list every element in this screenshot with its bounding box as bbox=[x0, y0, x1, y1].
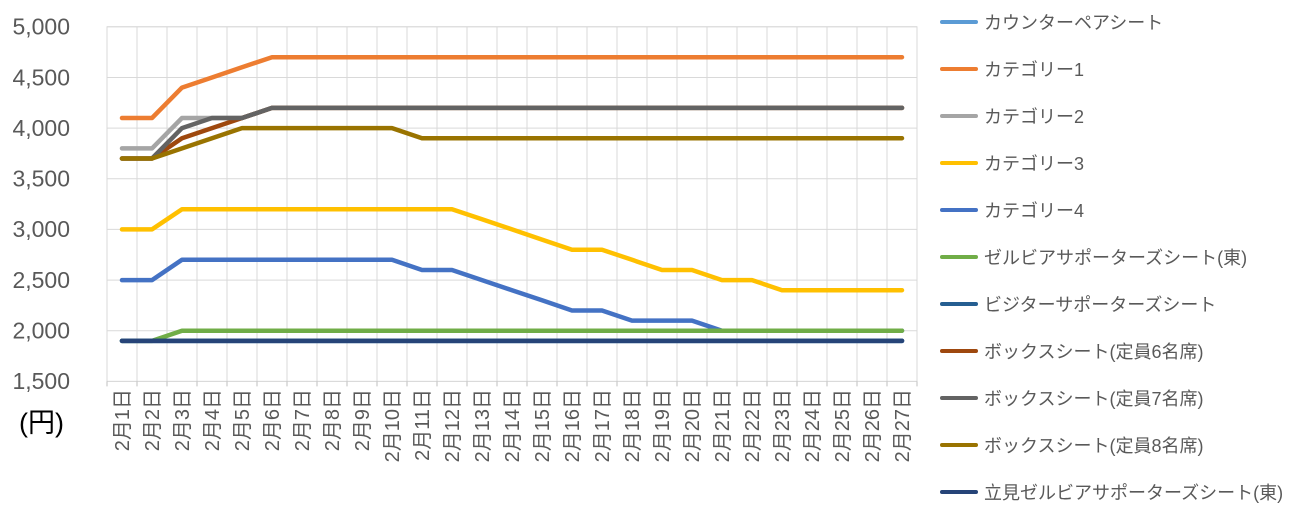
legend-label: ボックスシート(定員7名席) bbox=[984, 389, 1204, 409]
legend-item-9[interactable]: ボックスシート(定員7名席) bbox=[940, 385, 1203, 411]
legend-label: 立見ゼルビアサポーターズシート(東) bbox=[984, 483, 1284, 503]
x-axis-label: 2月14日 bbox=[502, 389, 524, 462]
legend-label: カテゴリー2 bbox=[984, 107, 1085, 127]
legend-item-10[interactable]: ボックスシート(定員8名席) bbox=[940, 432, 1203, 458]
x-axis-label: 2月8日 bbox=[322, 389, 344, 451]
x-axis-label: 2月11日 bbox=[412, 389, 434, 461]
x-axis-label: 2月12日 bbox=[442, 389, 464, 462]
y-axis-label: 4,000 bbox=[12, 115, 70, 141]
y-axis-label: 5,000 bbox=[12, 14, 70, 40]
series-line-6[interactable] bbox=[119, 328, 905, 344]
legend-line-swatch bbox=[940, 207, 978, 213]
legend-label: ボックスシート(定員6名席) bbox=[984, 342, 1204, 362]
x-axis-label: 2月17日 bbox=[592, 389, 614, 462]
y-axis-label: 3,500 bbox=[12, 166, 70, 192]
x-axis-label: 2月24日 bbox=[802, 389, 824, 462]
legend-label: カテゴリー3 bbox=[984, 154, 1085, 174]
x-axis-label: 2月13日 bbox=[472, 389, 494, 462]
x-axis-label: 2月18日 bbox=[622, 389, 644, 462]
plot-area-border bbox=[106, 26, 918, 382]
x-axis-label: 2月9日 bbox=[352, 389, 374, 451]
legend-label: カテゴリー4 bbox=[984, 201, 1085, 221]
x-axis-label: 2月2日 bbox=[142, 389, 164, 451]
series-line-4[interactable] bbox=[119, 206, 905, 293]
legend-item-7[interactable]: ビジターサポーターズシート bbox=[940, 291, 1216, 317]
x-axis-label: 2月15日 bbox=[532, 389, 554, 462]
x-axis-label: 2月19日 bbox=[652, 389, 674, 462]
legend-label: ゼルビアサポーターズシート(東) bbox=[984, 248, 1248, 268]
x-axis-label: 2月7日 bbox=[292, 389, 314, 451]
legend-item-3[interactable]: カテゴリー2 bbox=[940, 103, 1084, 129]
x-axis-label: 2月6日 bbox=[262, 389, 284, 451]
x-axis-label: 2月25日 bbox=[832, 389, 854, 462]
legend-item-1[interactable]: カウンターペアシート bbox=[940, 9, 1163, 35]
legend-line-swatch bbox=[940, 442, 978, 448]
price-chart-svg: 5,000 4,500 4,000 3,500 3,000 2,500 2,000 1,500… bbox=[12, 14, 918, 462]
y-axis-label: 4,500 bbox=[12, 64, 70, 90]
legend-line-swatch bbox=[940, 301, 978, 307]
legend-item-11[interactable]: 立見ゼルビアサポーターズシート(東) bbox=[940, 479, 1283, 505]
legend-label: カテゴリー1 bbox=[984, 60, 1085, 80]
legend-line-swatch bbox=[940, 66, 978, 72]
legend-label: ボックスシート(定員8名席) bbox=[984, 436, 1204, 456]
x-axis-label: 2月21日 bbox=[712, 389, 734, 462]
series-line-10[interactable] bbox=[119, 125, 905, 161]
x-axis-label: 2月23日 bbox=[772, 389, 794, 462]
x-axis-label: 2月5日 bbox=[232, 389, 254, 451]
x-axis-label: 2月27日 bbox=[892, 389, 914, 462]
legend-line-swatch bbox=[940, 254, 978, 260]
legend-line-swatch bbox=[940, 395, 978, 401]
legend-item-2[interactable]: カテゴリー1 bbox=[940, 56, 1084, 82]
y-axis-label: 3,000 bbox=[12, 216, 70, 242]
series-line-5[interactable] bbox=[119, 257, 905, 333]
x-axis-label: 2月16日 bbox=[562, 389, 584, 462]
x-axis-label: 2月4日 bbox=[202, 389, 224, 451]
y-axis-label: 2,000 bbox=[12, 318, 70, 344]
x-axis-label: 2月20日 bbox=[682, 389, 704, 462]
legend-item-4[interactable]: カテゴリー3 bbox=[940, 150, 1084, 176]
legend-item-8[interactable]: ボックスシート(定員6名席) bbox=[940, 338, 1203, 364]
legend-item-6[interactable]: ゼルビアサポーターズシート(東) bbox=[940, 244, 1247, 270]
y-axis-unit-label: (円) bbox=[19, 408, 64, 438]
legend-line-swatch bbox=[940, 113, 978, 119]
y-axis-label: 1,500 bbox=[12, 368, 70, 394]
legend-line-swatch bbox=[940, 489, 978, 495]
x-axis-label: 2月1日 bbox=[112, 389, 134, 451]
legend-item-5[interactable]: カテゴリー4 bbox=[940, 197, 1084, 223]
chart-legend: カウンターペアシート カテゴリー1 カテゴリー2 カテゴリー3 カテゴリー4 ゼルビアサポ… bbox=[940, 0, 1298, 517]
x-axis-label: 2月3日 bbox=[172, 389, 194, 451]
x-axis-label: 2月10日 bbox=[382, 389, 404, 462]
legend-line-swatch bbox=[940, 19, 978, 25]
legend-label: カウンターペアシート bbox=[984, 13, 1164, 33]
series-line-2[interactable] bbox=[119, 54, 905, 121]
y-axis-label: 2,500 bbox=[12, 267, 70, 293]
series-line-8[interactable] bbox=[119, 105, 905, 161]
x-axis-label: 2月26日 bbox=[862, 389, 884, 462]
legend-label: ビジターサポーターズシート bbox=[984, 295, 1217, 315]
x-axis-label: 2月22日 bbox=[742, 389, 764, 462]
legend-line-swatch bbox=[940, 160, 978, 166]
series-line-9[interactable] bbox=[119, 105, 905, 161]
legend-line-swatch bbox=[940, 348, 978, 354]
